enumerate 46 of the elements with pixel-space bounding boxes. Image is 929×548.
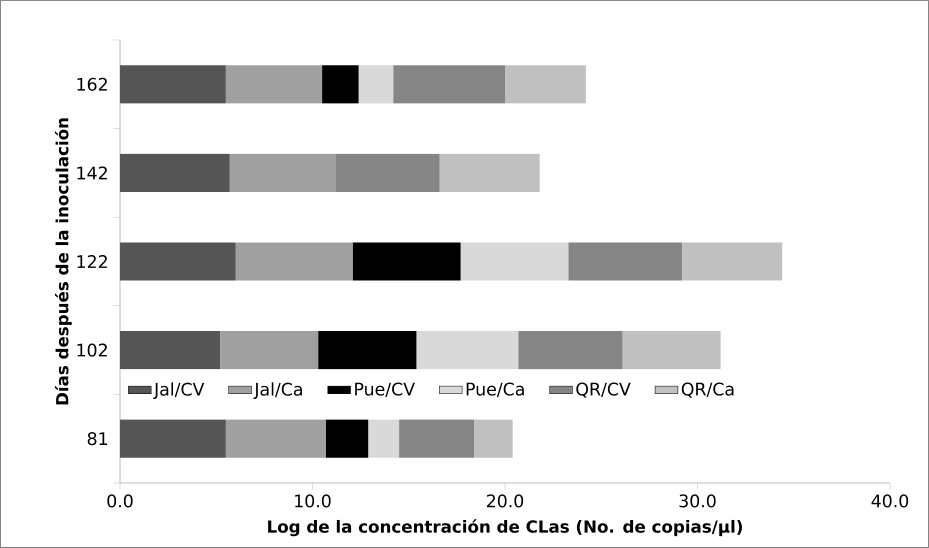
x-tick-label: 0.0 — [107, 494, 133, 508]
bar — [505, 65, 586, 104]
x-tick-label: 20.0 — [486, 494, 524, 508]
bar — [230, 154, 336, 192]
bar — [474, 420, 513, 458]
bar — [318, 331, 416, 370]
y-tick-label: 102 — [77, 344, 107, 357]
bar — [236, 242, 353, 281]
bar — [460, 242, 569, 281]
bar — [416, 331, 518, 370]
bar — [568, 242, 682, 281]
bar — [368, 420, 400, 458]
legend-label: Jal/Ca — [254, 382, 302, 400]
bar — [622, 331, 721, 370]
bar — [120, 420, 226, 458]
legend-label: Pue/CV — [355, 382, 415, 397]
bar — [326, 420, 368, 458]
bar — [336, 154, 440, 192]
bar — [120, 65, 226, 104]
legend-label: Jal/CV — [153, 382, 204, 400]
bar — [399, 420, 474, 458]
x-tick-label: 10.0 — [295, 494, 331, 508]
bar — [322, 65, 359, 104]
bar — [440, 154, 540, 192]
x-axis-title: Log de la concentración de CLas (No. de copias/µl) — [268, 519, 742, 536]
bar — [120, 154, 230, 192]
y-axis-title: Días después de la inoculación — [54, 118, 72, 404]
legend-label: QR/CV — [576, 382, 631, 398]
y-tick-label: 81 — [88, 432, 108, 446]
bar — [120, 242, 236, 281]
bar — [358, 65, 394, 104]
bar — [220, 331, 318, 370]
legend-label: QR/Ca — [682, 382, 734, 398]
bar — [393, 65, 506, 104]
legend-label: Pue/Ca — [466, 382, 524, 397]
bar — [352, 242, 461, 281]
bar — [682, 242, 782, 281]
bar — [226, 420, 326, 458]
bar — [226, 65, 322, 104]
bar — [120, 331, 220, 370]
y-tick-label: 142 — [77, 166, 107, 180]
x-tick-label: 30.0 — [680, 494, 716, 508]
y-tick-label: 122 — [77, 255, 107, 268]
x-tick-label: 40.0 — [872, 494, 908, 508]
bar — [518, 331, 622, 370]
y-tick-label: 162 — [77, 78, 107, 91]
